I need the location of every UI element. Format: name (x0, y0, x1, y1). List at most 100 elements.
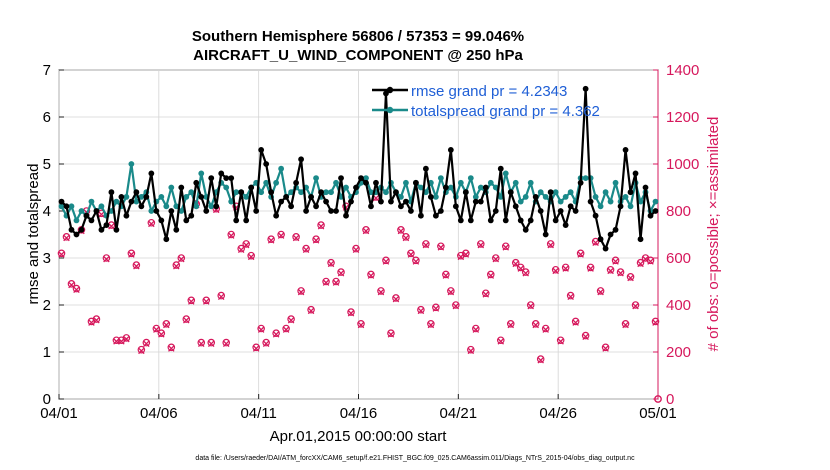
obs-assimilated-marker (222, 340, 230, 348)
obs-assimilated-marker (492, 255, 500, 263)
rmse-point (612, 226, 619, 233)
rmse-point (323, 198, 329, 205)
rmse-point (308, 194, 314, 200)
obs-assimilated-marker (607, 267, 614, 275)
rmse-point (537, 208, 544, 214)
obs-assimilated-marker (597, 288, 604, 296)
y-right-tick-label: 800 (666, 203, 691, 220)
rmse-point (153, 208, 160, 214)
obs-possible-marker (367, 270, 375, 279)
rmse-point (632, 170, 639, 177)
rmse-point (218, 170, 225, 177)
obs-assimilated-marker (412, 258, 420, 265)
rmse-point (432, 212, 439, 219)
totalspread-point (567, 189, 574, 196)
obs-assimilated-marker (63, 234, 70, 242)
obs-possible-marker (127, 249, 136, 258)
legend-totalspread-label: totalspread grand pr = 4.362 (411, 103, 600, 120)
obs-possible-marker (586, 263, 595, 272)
obs-possible-marker (102, 254, 111, 262)
rmse-point (457, 217, 464, 224)
totalspread-point (457, 179, 464, 186)
rmse-point (248, 184, 255, 191)
obs-assimilated-marker (257, 326, 265, 333)
obs-possible-marker (312, 235, 320, 244)
chart-title: Southern Hemisphere 56806 / 57353 = 99.0… (192, 28, 524, 45)
obs-assimilated-marker (362, 227, 370, 235)
obs-assimilated-marker (312, 237, 320, 244)
obs-assimilated-marker (522, 270, 529, 277)
obs-assimilated-marker (98, 211, 105, 218)
obs-assimilated-marker (557, 338, 564, 345)
obs-assimilated-marker (447, 288, 455, 296)
rmse-point (427, 194, 434, 200)
rmse-point (577, 179, 584, 186)
obs-possible-marker (57, 249, 66, 258)
obs-assimilated-marker (462, 251, 470, 258)
obs-assimilated-marker (407, 251, 415, 258)
rmse-point (348, 198, 354, 205)
axis-ticks: 04/01 04/06 04/11 04/16 04/21 04/26 05/0101234… (40, 62, 699, 422)
rmse-point (378, 198, 384, 205)
legend-rmse-label: rmse grand pr = 4.2343 (411, 83, 567, 100)
rmse-point (353, 184, 359, 191)
obs-assimilated-marker (397, 227, 405, 235)
rmse-point (318, 189, 324, 196)
obs-possible-marker (67, 280, 76, 288)
rmse-point (452, 203, 459, 210)
totalspread-point (612, 179, 619, 186)
rmse-point (338, 175, 344, 182)
obs-assimilated-marker (587, 265, 594, 272)
rmse-point (78, 226, 85, 233)
totalspread-point (627, 203, 634, 210)
totalspread-point (447, 184, 454, 191)
obs-assimilated-marker (402, 234, 410, 242)
obs-possible-marker (556, 336, 565, 345)
totalspread-point (467, 175, 474, 182)
totalspread-point (328, 189, 334, 196)
x-tick-label: 04/06 (140, 405, 178, 422)
totalspread-point (58, 203, 65, 210)
totalspread-point (582, 175, 589, 182)
y-left-tick-label: 1 (43, 344, 51, 361)
obs-assimilated-marker (637, 260, 644, 268)
obs-assimilated-marker (417, 307, 425, 315)
obs-assimilated-marker (347, 309, 355, 317)
obs-possible-marker (147, 218, 156, 227)
totalspread-point (602, 189, 609, 196)
rmse-point (383, 90, 389, 97)
obs-assimilated-marker (93, 317, 100, 324)
totalspread-point (477, 184, 484, 191)
totalspread-point (138, 194, 145, 200)
obs-possible-marker (267, 235, 275, 244)
totalspread-point (263, 179, 270, 186)
obs-assimilated-marker (542, 326, 549, 333)
totalspread-point (562, 194, 569, 200)
totalspread-point (542, 194, 549, 200)
obs-possible-marker (302, 244, 310, 253)
obs-assimilated-marker (103, 255, 110, 263)
rmse-point (617, 203, 624, 210)
rmse-point (93, 208, 100, 214)
rmse-point (63, 203, 70, 210)
y-axis-right-label: # of obs: o=possible; ×=assimilated (705, 117, 722, 352)
obs-possible-marker (152, 324, 161, 333)
obs-possible-marker (526, 301, 535, 309)
obs-possible-marker (272, 329, 280, 338)
totalspread-point (557, 198, 564, 205)
x-tick-label: 05/01 (639, 405, 677, 422)
rmse-point (178, 184, 185, 191)
obs-possible-marker (437, 242, 445, 251)
rmse-point (268, 189, 275, 196)
obs-possible-marker (397, 226, 405, 234)
rmse-point (437, 208, 444, 214)
totalspread-point (148, 208, 155, 214)
obs-possible-marker (387, 329, 395, 338)
obs-possible-marker (447, 287, 455, 295)
obs-assimilated-marker (58, 251, 65, 258)
totalspread-point (173, 203, 180, 210)
obs-possible-marker (561, 263, 570, 272)
obs-possible-marker (571, 317, 580, 326)
rmse-point (293, 179, 300, 186)
obs-possible-marker (536, 355, 545, 363)
